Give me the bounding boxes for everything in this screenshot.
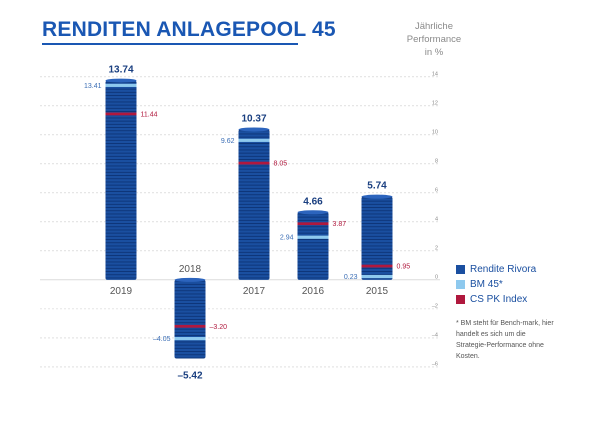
value-label-bm45-2016: 2.94	[280, 235, 294, 242]
x-category-label-2015: 2015	[366, 286, 389, 297]
marker-bm45-2018	[174, 337, 206, 341]
y-tick-label-8: –2	[432, 303, 438, 309]
legend-item-bm45: BM 45*	[456, 277, 536, 291]
y-tick-label-3: 8	[435, 158, 438, 164]
marker-cspk-2017	[238, 161, 270, 165]
legend-swatch-rendite-rivora	[456, 264, 465, 274]
x-category-label-2019: 2019	[110, 286, 133, 297]
y-tick-label-6: 2	[435, 245, 438, 251]
x-category-label-2018: 2018	[179, 264, 202, 275]
legend-label-bm45: BM 45*	[470, 278, 503, 290]
y-tick-label-0: 14	[432, 71, 438, 77]
legend: Rendite Rivora BM 45* CS PK Index	[456, 262, 536, 307]
unit-label-line-1: Jährliche	[414, 21, 454, 32]
marker-bm45-2016	[297, 235, 329, 239]
bar-rendite-rivora-2015	[361, 196, 393, 280]
y-tick-label-10: –6	[432, 361, 438, 367]
marker-bm45-2015	[361, 274, 393, 279]
y-axis-unit-label: Jährliche Performance in %	[402, 20, 466, 59]
unit-label-line-3: in %	[424, 47, 444, 58]
value-label-cspk-2019: 11.44	[141, 111, 158, 118]
bar-cap-2017	[238, 127, 270, 132]
value-label-bm45-2018: –4.05	[153, 336, 171, 343]
marker-cspk-2018	[174, 324, 206, 328]
value-label-rivora-2016: 4.66	[303, 196, 323, 207]
bar-rendite-rivora-2018	[174, 279, 206, 359]
y-tick-label-2: 10	[432, 129, 438, 135]
value-label-bm45-2017: 9.62	[221, 138, 235, 145]
marker-bm45-2019	[105, 83, 137, 87]
y-tick-label-1: 12	[432, 100, 438, 106]
legend-swatch-cs-pk-index	[456, 294, 465, 304]
y-tick-label-5: 4	[435, 216, 438, 222]
value-label-rivora-2015: 5.74	[367, 181, 387, 192]
legend-swatch-bm45	[456, 279, 465, 289]
bar-cap-2019	[105, 78, 137, 83]
marker-cspk-2016	[297, 222, 329, 226]
legend-item-rendite-rivora: Rendite Rivora	[456, 262, 536, 276]
title-underline	[42, 43, 298, 45]
value-label-cspk-2016: 3.87	[333, 221, 347, 228]
bar-cap-2016	[297, 210, 329, 215]
value-label-rivora-2019: 13.74	[108, 65, 133, 76]
footnote: * BM steht für Bench-mark, hier handelt …	[456, 320, 554, 360]
bar-rendite-rivora-2016	[297, 212, 329, 280]
bar-cap-2015	[361, 194, 393, 199]
y-tick-label-4: 6	[435, 187, 438, 193]
x-category-label-2016: 2016	[302, 286, 325, 297]
value-label-rivora-2017: 10.37	[241, 113, 266, 124]
y-tick-label-7: 0	[435, 274, 438, 280]
value-label-bm45-2015: 0.23	[344, 274, 358, 281]
value-label-cspk-2017: 8.05	[274, 161, 288, 168]
y-tick-label-9: –4	[432, 332, 438, 338]
value-label-cspk-2018: –3.20	[210, 324, 228, 331]
value-label-cspk-2015: 0.95	[397, 264, 411, 271]
marker-cspk-2019	[105, 112, 137, 116]
bar-rendite-rivora-2017	[238, 129, 270, 280]
legend-label-rendite-rivora: Rendite Rivora	[470, 263, 537, 275]
value-label-bm45-2019: 13.41	[84, 83, 102, 90]
marker-cspk-2015	[361, 264, 393, 268]
x-category-label-2017: 2017	[243, 286, 266, 297]
bar-rendite-rivora-2019	[105, 80, 137, 280]
legend-label-cs-pk-index: CS PK Index	[470, 293, 528, 305]
unit-label-line-2: Performance	[406, 34, 462, 45]
chart-title: RENDITEN ANLAGEPOOL 45	[42, 18, 336, 41]
value-label-rivora-2018: –5.42	[177, 370, 202, 381]
legend-item-cs-pk-index: CS PK Index	[456, 292, 536, 306]
bar-cap-2018	[174, 277, 206, 282]
marker-bm45-2017	[238, 138, 270, 142]
